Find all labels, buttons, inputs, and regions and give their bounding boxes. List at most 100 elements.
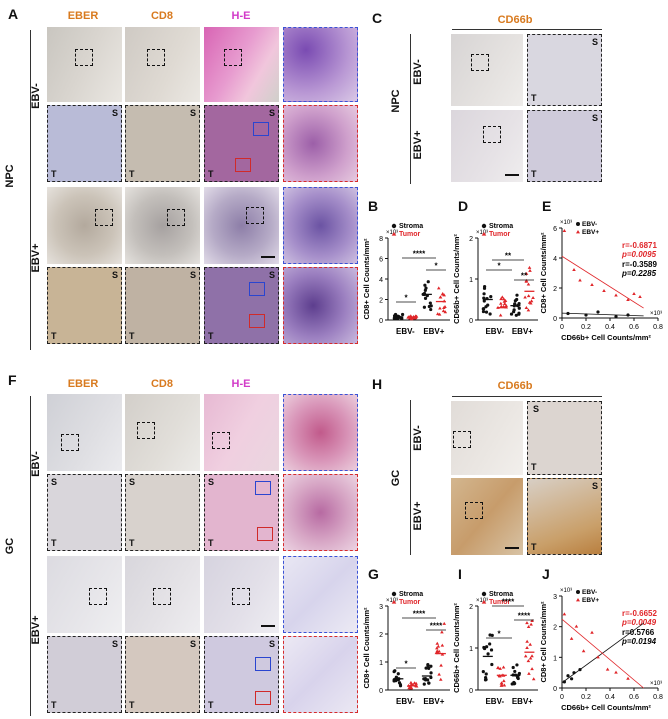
- data-point-stroma: [400, 312, 405, 317]
- roi-box-red: [255, 691, 271, 705]
- x-category-label: EBV+: [512, 327, 533, 336]
- tile-a-cd8-ebvneg-low: [125, 27, 200, 102]
- data-point-tumor: [523, 295, 527, 299]
- data-point-tumor: [435, 646, 439, 650]
- y-tick-label: 4: [379, 277, 383, 284]
- header-cd66b-c: CD66b: [497, 14, 533, 26]
- header-eber-f: EBER: [67, 378, 99, 390]
- x-category-label: EBV-: [396, 327, 415, 336]
- data-point-tumor: [526, 659, 531, 663]
- tile-a-eber-ebvneg-high: S T: [47, 105, 122, 182]
- data-point-stroma: [482, 299, 486, 303]
- data-point-stroma: [484, 672, 488, 676]
- y-tick-label: 1: [553, 655, 557, 662]
- sig-mark: *: [497, 630, 501, 639]
- data-point-tumor: [528, 656, 533, 660]
- x-tick-label: 0.4: [605, 324, 615, 331]
- group-gc-h: GC: [390, 469, 402, 487]
- tile-label-s: S: [51, 477, 58, 487]
- roi-box-blue: [253, 122, 269, 136]
- data-point-tumor: [496, 665, 500, 669]
- data-point-tumor: [438, 295, 443, 299]
- tile-label-t: T: [129, 538, 135, 548]
- data-point-stroma: [427, 681, 431, 685]
- header-cd66b-h: CD66b: [497, 380, 533, 392]
- data-point-stroma: [515, 663, 519, 667]
- data-point-tumor: [529, 622, 533, 626]
- tile-label-t: T: [531, 169, 537, 179]
- y-axis-label: CD8+ Cell Counts/mm²: [540, 232, 548, 314]
- y-exponent: ×10³: [476, 230, 488, 236]
- data-point-stroma: [423, 296, 428, 301]
- x-tick-label: 0: [560, 694, 564, 701]
- group-ebv-neg-a: EBV-: [30, 83, 42, 109]
- y-tick-label: 8: [379, 236, 383, 243]
- data-point-tumor: [527, 671, 531, 675]
- data-point-stroma: [422, 682, 426, 686]
- tile-f-he-ebvneg-low: [204, 394, 279, 471]
- y-exponent: ×10³: [560, 588, 572, 594]
- data-point-stroma: [424, 286, 428, 290]
- y-tick-label: 4: [553, 256, 557, 263]
- data-point-tumor: [501, 665, 506, 669]
- tile-label-t: T: [129, 700, 135, 710]
- roi-box-blue: [255, 657, 271, 671]
- tile-f-cd8-ebvpos-low: [125, 556, 200, 633]
- data-point-stroma: [509, 312, 514, 316]
- tile-a-cd8-ebvpos-high: S T: [125, 267, 200, 344]
- bracket-gc-h: [410, 400, 411, 555]
- data-point-ebv-neg: [570, 677, 574, 681]
- data-point-stroma: [422, 305, 426, 309]
- legend-ebv-neg: EBV-: [582, 589, 597, 596]
- data-point-stroma: [423, 283, 427, 287]
- data-point-tumor: [409, 682, 414, 686]
- data-point-stroma: [429, 671, 433, 675]
- panel-label-f: F: [8, 372, 17, 388]
- legend-stroma: Stroma: [489, 591, 513, 598]
- y-tick-label: 2: [379, 298, 383, 305]
- legend-marker-ebv-neg: [576, 590, 580, 594]
- tile-label-t: T: [129, 169, 135, 179]
- group-ebv-pos-a: EBV+: [30, 243, 42, 273]
- data-point-tumor: [435, 312, 440, 316]
- group-ebv-neg-f: EBV-: [30, 451, 42, 477]
- data-point-ebv-pos: [562, 229, 567, 232]
- tile-a-eber-ebvneg-low: [47, 27, 122, 102]
- legend-marker-ebv-pos: [576, 230, 580, 234]
- tile-label-s: S: [189, 270, 196, 280]
- data-point-stroma: [429, 675, 433, 680]
- y-tick-label: 2: [553, 625, 557, 632]
- chart-j: 0 1 2 3 0 0.2 0.4 0.6 0.8 ×10³ ×10³ CD66b+ Cell Cou…: [540, 588, 663, 712]
- legend-marker-stroma: [391, 223, 397, 229]
- tile-label-s: S: [268, 270, 275, 280]
- data-point-stroma: [481, 307, 485, 311]
- sig-mark: *: [434, 262, 438, 271]
- data-point-stroma: [484, 675, 488, 680]
- data-point-stroma: [488, 642, 492, 646]
- x-tick-label: 0.2: [581, 694, 591, 701]
- tile-a-he-ebvpos-zoom-tumor: [283, 267, 358, 344]
- roi-box-red: [235, 158, 251, 172]
- data-point-tumor: [504, 303, 509, 307]
- tile-f-he-ebvneg-high: S T: [204, 474, 279, 551]
- data-point-stroma: [428, 301, 432, 305]
- tile-c-ebvpos-low: [451, 110, 523, 182]
- panel-label-h: H: [372, 376, 383, 392]
- data-point-tumor: [502, 679, 506, 683]
- data-point-tumor: [436, 644, 441, 648]
- data-point-tumor: [436, 286, 441, 290]
- data-point-stroma: [394, 675, 398, 679]
- data-point-tumor: [499, 301, 503, 305]
- data-point-tumor: [530, 667, 534, 671]
- tile-label-s: S: [591, 37, 598, 47]
- tile-label-t: T: [208, 538, 214, 548]
- legend-marker-tumor: [481, 600, 487, 604]
- roi-box-red: [257, 527, 273, 541]
- data-point-tumor: [502, 299, 507, 303]
- scale-bar: [261, 256, 275, 258]
- panel-label-a: A: [8, 6, 19, 22]
- data-point-tumor: [440, 630, 444, 634]
- roi-box: [95, 209, 113, 226]
- tile-a-he-ebvpos-high: S T: [204, 267, 279, 344]
